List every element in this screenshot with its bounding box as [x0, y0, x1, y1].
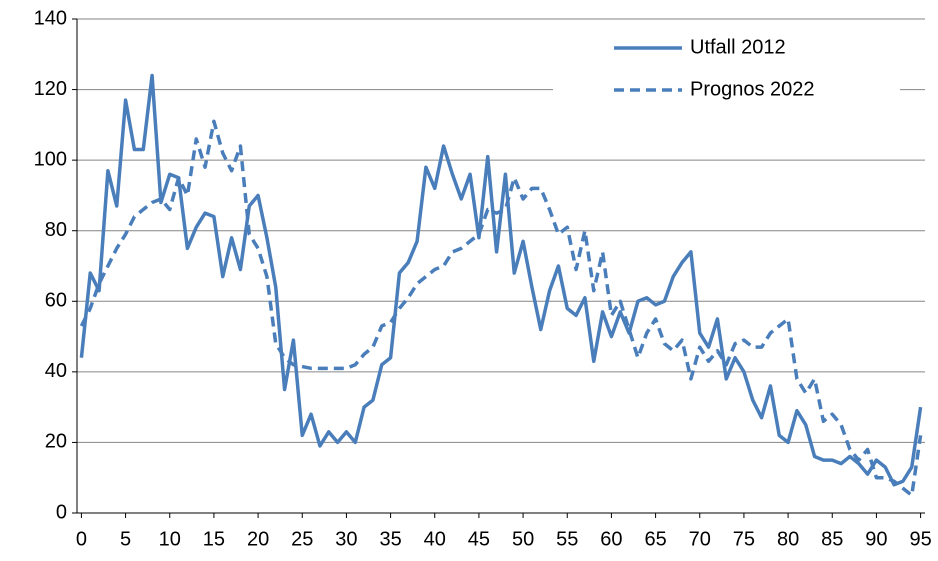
x-tick-label: 50	[512, 528, 534, 550]
x-tick-label: 45	[468, 528, 490, 550]
x-tick-label: 75	[733, 528, 755, 550]
y-tick-label: 20	[45, 431, 67, 453]
x-tick-label: 30	[335, 528, 357, 550]
x-tick-label: 25	[291, 528, 313, 550]
y-tick-label: 120	[34, 78, 67, 100]
x-tick-label: 55	[556, 528, 578, 550]
y-tick-label: 100	[34, 148, 67, 170]
x-tick-label: 70	[689, 528, 711, 550]
series-line	[79, 73, 923, 487]
legend-box	[553, 30, 900, 110]
x-tick-label: 15	[203, 528, 225, 550]
x-tick-label: 20	[247, 528, 269, 550]
x-tick-label: 85	[821, 528, 843, 550]
x-tick-label: 90	[865, 528, 887, 550]
x-tick-label: 0	[76, 528, 87, 550]
x-tick-label: 35	[379, 528, 401, 550]
legend-label: Utfall 2012	[690, 36, 786, 58]
y-tick-label: 40	[45, 360, 67, 382]
y-tick-label: 0	[56, 501, 67, 523]
x-tick-label: 10	[159, 528, 181, 550]
x-tick-label: 80	[777, 528, 799, 550]
y-tick-label: 80	[45, 219, 67, 241]
x-tick-label: 95	[909, 528, 931, 550]
legend-label: Prognos 2022	[690, 78, 815, 100]
x-tick-label: 40	[424, 528, 446, 550]
x-tick-label: 65	[644, 528, 666, 550]
x-tick-label: 60	[600, 528, 622, 550]
series-line	[79, 119, 923, 498]
y-tick-label: 60	[45, 290, 67, 312]
y-tick-label: 140	[34, 7, 67, 29]
x-tick-label: 5	[120, 528, 131, 550]
